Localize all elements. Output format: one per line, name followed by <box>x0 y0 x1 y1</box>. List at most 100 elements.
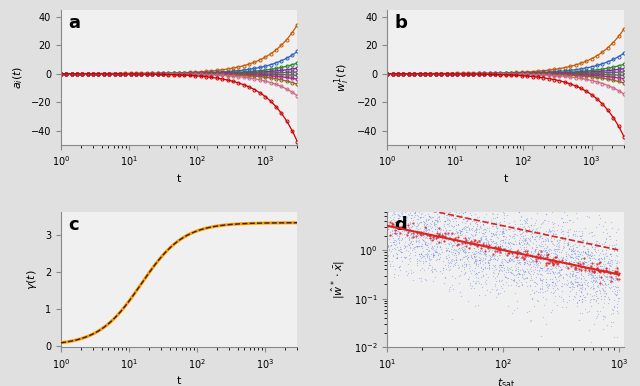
Point <box>394 263 404 269</box>
Point <box>547 290 557 296</box>
Point <box>429 217 440 223</box>
Point <box>489 240 499 246</box>
Point <box>486 233 497 239</box>
Point <box>440 230 450 237</box>
Point <box>388 217 399 223</box>
Point <box>463 183 474 189</box>
Point <box>469 238 479 244</box>
Point <box>475 259 485 265</box>
Point <box>611 283 621 290</box>
Y-axis label: $\gamma(t)$: $\gamma(t)$ <box>25 269 39 290</box>
Point <box>443 205 453 211</box>
Point <box>609 242 620 249</box>
Point <box>415 215 426 221</box>
Point <box>482 225 492 231</box>
Point <box>609 276 619 283</box>
Point <box>518 259 529 265</box>
Point <box>564 274 575 281</box>
Point <box>454 257 465 263</box>
Point <box>519 217 529 223</box>
Point <box>601 267 611 273</box>
Point <box>581 277 591 283</box>
Point <box>406 237 417 244</box>
Point <box>509 230 519 237</box>
Point <box>612 334 622 340</box>
Point <box>530 220 540 227</box>
Point <box>387 217 397 223</box>
Point <box>504 258 515 264</box>
Point <box>460 216 470 222</box>
Point <box>541 259 551 266</box>
Point <box>476 243 486 249</box>
Point <box>593 295 603 301</box>
Point <box>426 232 436 238</box>
Point <box>434 215 444 222</box>
Point <box>600 261 610 267</box>
Point <box>393 201 403 207</box>
Point <box>417 237 428 244</box>
Point <box>521 256 531 262</box>
Point <box>608 279 618 285</box>
Point <box>561 271 571 277</box>
Point <box>593 247 603 253</box>
Point <box>457 240 467 246</box>
Point <box>502 259 513 265</box>
Point <box>508 257 518 264</box>
Point <box>402 271 412 278</box>
Text: a: a <box>68 14 80 32</box>
Point <box>566 262 577 269</box>
Point <box>567 272 577 278</box>
Point <box>477 258 487 264</box>
Point <box>584 271 594 277</box>
Point <box>586 271 596 277</box>
Point <box>451 259 461 265</box>
Point <box>456 228 466 234</box>
Point <box>399 243 410 249</box>
Point <box>462 252 472 258</box>
Point <box>519 244 529 250</box>
Point <box>524 257 534 264</box>
Point <box>429 225 440 232</box>
Point <box>387 230 397 236</box>
Point <box>563 280 573 286</box>
Point <box>478 227 488 234</box>
Point <box>382 222 392 229</box>
Point <box>430 247 440 254</box>
Point <box>520 237 531 243</box>
Point <box>593 212 604 218</box>
Point <box>500 257 510 263</box>
Point <box>529 279 540 285</box>
Point <box>529 226 539 232</box>
Point <box>605 277 615 283</box>
Point <box>548 242 559 248</box>
Point <box>593 256 603 262</box>
Point <box>535 233 545 239</box>
Point <box>488 230 498 236</box>
Point <box>541 252 552 259</box>
Text: d: d <box>394 216 407 234</box>
Point <box>568 255 579 261</box>
Point <box>548 220 559 226</box>
Point <box>420 240 430 246</box>
Point <box>453 251 463 257</box>
Point <box>594 274 604 281</box>
Point <box>504 256 514 262</box>
Point <box>583 264 593 271</box>
Point <box>461 223 471 230</box>
Point <box>406 234 417 240</box>
Point <box>491 231 501 237</box>
Point <box>561 263 571 269</box>
Point <box>484 254 495 261</box>
Point <box>572 275 582 281</box>
Point <box>429 232 440 239</box>
Point <box>531 267 541 273</box>
Point <box>504 265 515 271</box>
Point <box>582 279 593 285</box>
Point <box>538 230 548 237</box>
Point <box>406 235 416 242</box>
Point <box>404 221 415 227</box>
Point <box>558 263 568 269</box>
Point <box>504 236 514 242</box>
Point <box>414 242 424 249</box>
Point <box>447 224 458 230</box>
